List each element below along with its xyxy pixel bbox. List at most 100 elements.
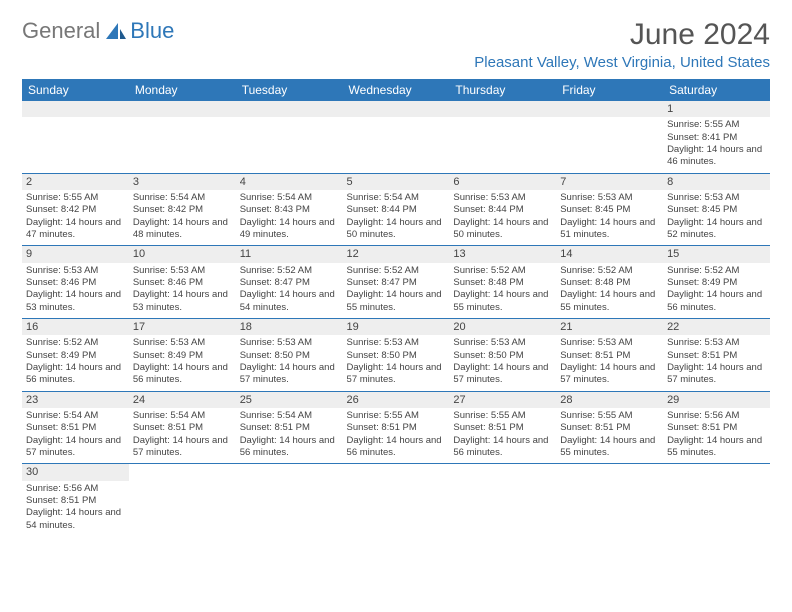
day-details: Sunrise: 5:53 AMSunset: 8:51 PMDaylight:… xyxy=(667,337,766,386)
calendar-day: 29 Sunrise: 5:56 AMSunset: 8:51 PMDayligh… xyxy=(663,391,770,464)
calendar-day: 15Sunrise: 5:52 AMSunset: 8:49 PMDayligh… xyxy=(663,246,770,319)
day-details: Sunrise: 5:53 AMSunset: 8:51 PMDaylight:… xyxy=(560,337,659,386)
day-details: Sunrise: 5:53 AMSunset: 8:44 PMDaylight:… xyxy=(453,192,552,241)
day-number: 14 xyxy=(556,246,663,262)
calendar-day: 14 Sunrise: 5:52 AMSunset: 8:48 PMDayligh… xyxy=(556,246,663,319)
calendar-day: 2 Sunrise: 5:55 AMSunset: 8:42 PMDaylight… xyxy=(22,173,129,246)
logo-text-2: Blue xyxy=(130,18,174,44)
calendar-day: 28 Sunrise: 5:55 AMSunset: 8:51 PMDayligh… xyxy=(556,391,663,464)
calendar-day: 27 Sunrise: 5:55 AMSunset: 8:51 PMDayligh… xyxy=(449,391,556,464)
calendar-day: 18 Sunrise: 5:53 AMSunset: 8:50 PMDayligh… xyxy=(236,319,343,392)
calendar-day: 19 Sunrise: 5:53 AMSunset: 8:50 PMDayligh… xyxy=(343,319,450,392)
day-details: Sunrise: 5:53 AMSunset: 8:50 PMDaylight:… xyxy=(347,337,446,386)
calendar-day: 23 Sunrise: 5:54 AMSunset: 8:51 PMDayligh… xyxy=(22,391,129,464)
day-number: 23 xyxy=(22,392,129,408)
calendar-empty xyxy=(449,101,556,173)
day-details: Sunrise: 5:52 AMSunset: 8:49 PMDaylight:… xyxy=(667,265,766,314)
calendar-day: 22 Sunrise: 5:53 AMSunset: 8:51 PMDayligh… xyxy=(663,319,770,392)
calendar-day: 24Sunrise: 5:54 AMSunset: 8:51 PMDayligh… xyxy=(129,391,236,464)
calendar-empty xyxy=(343,101,450,173)
day-number: 6 xyxy=(449,174,556,190)
day-details: Sunrise: 5:53 AMSunset: 8:50 PMDaylight:… xyxy=(240,337,339,386)
day-number: 19 xyxy=(343,319,450,335)
calendar-day: 10 Sunrise: 5:53 AMSunset: 8:46 PMDayligh… xyxy=(129,246,236,319)
day-number: 12 xyxy=(343,246,450,262)
weekday-header: Tuesday xyxy=(236,79,343,101)
day-details: Sunrise: 5:56 AMSunset: 8:51 PMDaylight:… xyxy=(26,483,125,532)
day-details: Sunrise: 5:54 AMSunset: 8:51 PMDaylight:… xyxy=(26,410,125,459)
day-details: Sunrise: 5:53 AMSunset: 8:45 PMDaylight:… xyxy=(667,192,766,241)
day-details: Sunrise: 5:55 AMSunset: 8:51 PMDaylight:… xyxy=(453,410,552,459)
day-details: Sunrise: 5:54 AMSunset: 8:42 PMDaylight:… xyxy=(133,192,232,241)
calendar-day: 16 Sunrise: 5:52 AMSunset: 8:49 PMDayligh… xyxy=(22,319,129,392)
weekday-header: Wednesday xyxy=(343,79,450,101)
calendar-day: 26 Sunrise: 5:55 AMSunset: 8:51 PMDayligh… xyxy=(343,391,450,464)
day-number: 20 xyxy=(449,319,556,335)
day-number: 29 xyxy=(663,392,770,408)
calendar-day: 21 Sunrise: 5:53 AMSunset: 8:51 PMDayligh… xyxy=(556,319,663,392)
calendar-day: 5Sunrise: 5:54 AMSunset: 8:44 PMDaylight… xyxy=(343,173,450,246)
day-details: Sunrise: 5:53 AMSunset: 8:46 PMDaylight:… xyxy=(133,265,232,314)
calendar-table: SundayMondayTuesdayWednesdayThursdayFrid… xyxy=(22,79,770,536)
day-number: 1 xyxy=(663,101,770,117)
day-details: Sunrise: 5:56 AMSunset: 8:51 PMDaylight:… xyxy=(667,410,766,459)
day-details: Sunrise: 5:52 AMSunset: 8:48 PMDaylight:… xyxy=(453,265,552,314)
day-number: 24 xyxy=(129,392,236,408)
day-number: 3 xyxy=(129,174,236,190)
calendar-empty xyxy=(129,101,236,173)
calendar-empty xyxy=(556,464,663,536)
day-number: 7 xyxy=(556,174,663,190)
day-details: Sunrise: 5:55 AMSunset: 8:51 PMDaylight:… xyxy=(560,410,659,459)
day-details: Sunrise: 5:52 AMSunset: 8:49 PMDaylight:… xyxy=(26,337,125,386)
calendar-empty xyxy=(129,464,236,536)
calendar-day: 20 Sunrise: 5:53 AMSunset: 8:50 PMDayligh… xyxy=(449,319,556,392)
day-number: 30 xyxy=(22,464,129,480)
logo: General Blue xyxy=(22,18,174,44)
calendar-day: 13 Sunrise: 5:52 AMSunset: 8:48 PMDayligh… xyxy=(449,246,556,319)
sail-icon xyxy=(104,21,128,41)
day-number: 18 xyxy=(236,319,343,335)
day-details: Sunrise: 5:52 AMSunset: 8:48 PMDaylight:… xyxy=(560,265,659,314)
calendar-empty xyxy=(343,464,450,536)
day-number: 27 xyxy=(449,392,556,408)
day-number: 17 xyxy=(129,319,236,335)
calendar-day: 25Sunrise: 5:54 AMSunset: 8:51 PMDayligh… xyxy=(236,391,343,464)
weekday-header: Thursday xyxy=(449,79,556,101)
calendar-day: 6 Sunrise: 5:53 AMSunset: 8:44 PMDaylight… xyxy=(449,173,556,246)
day-number: 10 xyxy=(129,246,236,262)
day-number: 11 xyxy=(236,246,343,262)
weekday-header: Sunday xyxy=(22,79,129,101)
month-title: June 2024 xyxy=(474,18,770,52)
day-number: 16 xyxy=(22,319,129,335)
day-details: Sunrise: 5:53 AMSunset: 8:46 PMDaylight:… xyxy=(26,265,125,314)
day-details: Sunrise: 5:52 AMSunset: 8:47 PMDaylight:… xyxy=(347,265,446,314)
calendar-day: 4Sunrise: 5:54 AMSunset: 8:43 PMDaylight… xyxy=(236,173,343,246)
day-details: Sunrise: 5:53 AMSunset: 8:49 PMDaylight:… xyxy=(133,337,232,386)
day-number: 13 xyxy=(449,246,556,262)
day-details: Sunrise: 5:55 AMSunset: 8:42 PMDaylight:… xyxy=(26,192,125,241)
day-details: Sunrise: 5:54 AMSunset: 8:51 PMDaylight:… xyxy=(240,410,339,459)
day-number: 21 xyxy=(556,319,663,335)
day-number: 5 xyxy=(343,174,450,190)
calendar-day: 8Sunrise: 5:53 AMSunset: 8:45 PMDaylight… xyxy=(663,173,770,246)
calendar-empty xyxy=(449,464,556,536)
calendar-day: 1 Sunrise: 5:55 AMSunset: 8:41 PMDaylight… xyxy=(663,101,770,173)
calendar-empty xyxy=(236,101,343,173)
day-details: Sunrise: 5:53 AMSunset: 8:45 PMDaylight:… xyxy=(560,192,659,241)
calendar-day: 17 Sunrise: 5:53 AMSunset: 8:49 PMDayligh… xyxy=(129,319,236,392)
calendar-day: 3 Sunrise: 5:54 AMSunset: 8:42 PMDaylight… xyxy=(129,173,236,246)
day-details: Sunrise: 5:52 AMSunset: 8:47 PMDaylight:… xyxy=(240,265,339,314)
day-number: 28 xyxy=(556,392,663,408)
weekday-header: Monday xyxy=(129,79,236,101)
calendar-empty xyxy=(22,101,129,173)
day-details: Sunrise: 5:55 AMSunset: 8:41 PMDaylight:… xyxy=(667,119,766,168)
day-details: Sunrise: 5:53 AMSunset: 8:50 PMDaylight:… xyxy=(453,337,552,386)
day-number: 26 xyxy=(343,392,450,408)
day-details: Sunrise: 5:54 AMSunset: 8:43 PMDaylight:… xyxy=(240,192,339,241)
day-details: Sunrise: 5:55 AMSunset: 8:51 PMDaylight:… xyxy=(347,410,446,459)
weekday-header: Saturday xyxy=(663,79,770,101)
calendar-day: 12 Sunrise: 5:52 AMSunset: 8:47 PMDayligh… xyxy=(343,246,450,319)
day-number: 22 xyxy=(663,319,770,335)
calendar-day: 9Sunrise: 5:53 AMSunset: 8:46 PMDaylight… xyxy=(22,246,129,319)
day-number: 2 xyxy=(22,174,129,190)
